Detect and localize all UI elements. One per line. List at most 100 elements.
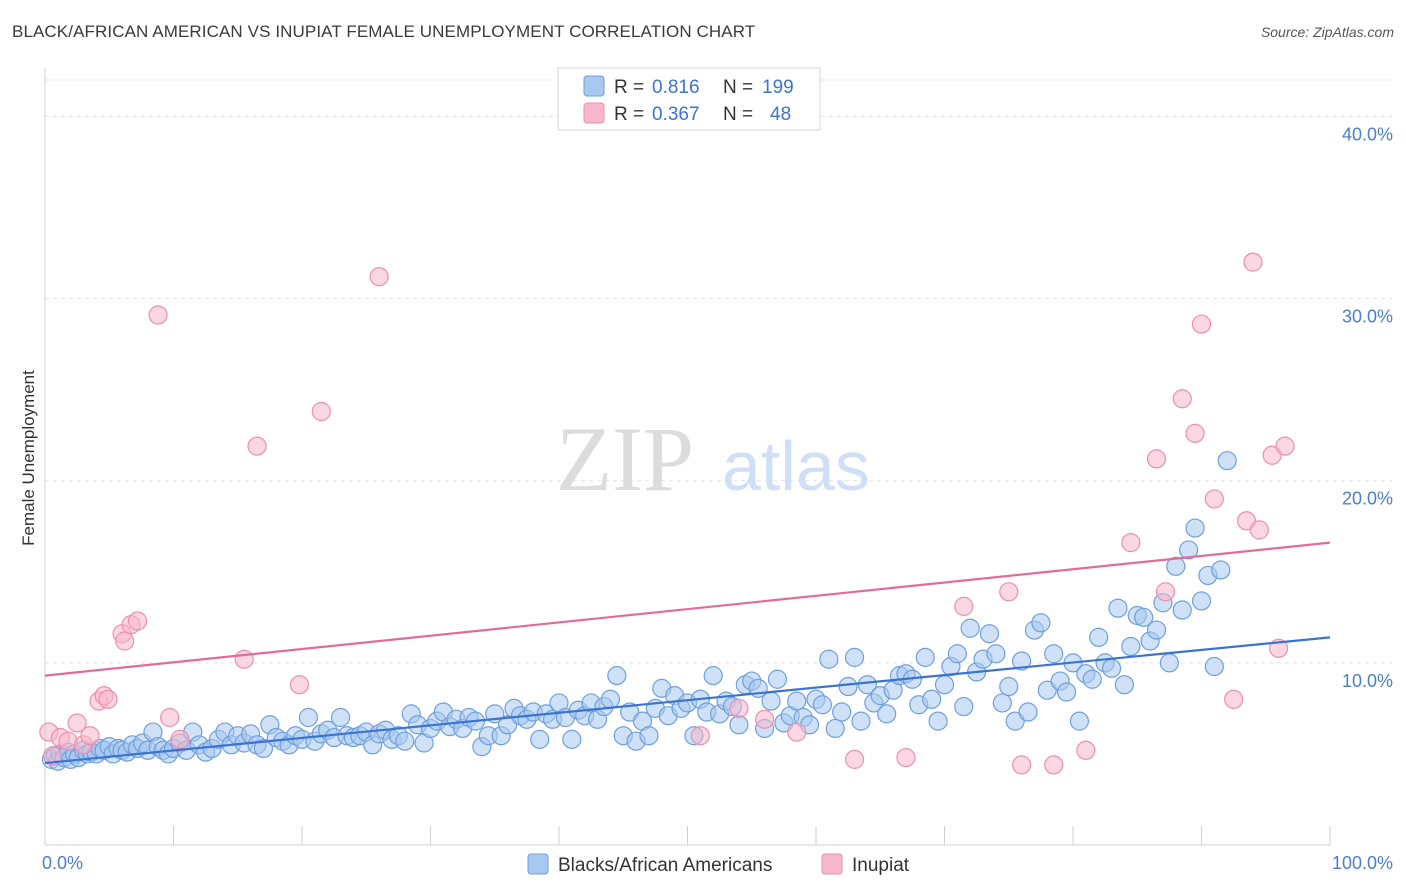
data-point-blue [1204,656,1224,677]
watermark-zip: ZIP [556,408,694,510]
data-point-blue [915,647,935,667]
bottom-legend-swatch-pink [821,853,843,875]
legend-swatch-blue [583,75,605,97]
bottom-legend-label-pink: Inupiat [852,855,910,876]
data-point-blue [1146,620,1167,640]
data-point-pink [80,726,100,746]
data-point-blue [703,666,723,686]
grid-lines [45,79,1392,664]
data-point-blue [729,715,749,735]
data-point-blue [1185,518,1205,538]
data-point-blue [954,696,974,717]
legend-box: R = 0.816 N = 199 R = 0.367 N = 48 [557,67,821,131]
chart-title: BLACK/AFRICAN AMERICAN VS INUPIAT FEMALE… [12,22,756,41]
data-point-blue [1031,613,1051,633]
data-point-pink [115,631,135,651]
data-point-blue [979,624,1000,644]
y-tick-label: 40.0% [1342,124,1393,144]
data-point-pink [690,726,710,746]
data-point-pink [1275,436,1295,456]
data-point-blue [761,691,781,711]
data-point-blue [298,707,319,728]
data-point-blue [639,726,659,746]
trend-line-pink [44,541,1331,677]
data-point-blue [986,644,1006,664]
data-point-blue [1089,627,1109,647]
data-point-pink [127,611,148,631]
data-point-blue [1114,675,1135,695]
data-point-pink [1191,314,1212,334]
data-point-blue [1172,600,1192,620]
legend-r-label-1: R = [614,77,644,98]
data-point-blue [825,718,845,739]
data-point-pink [954,596,974,616]
tick-labels: 10.0% 20.0% 30.0% 40.0% 0.0% 100.0% [42,124,1393,873]
data-point-pink [1243,252,1263,272]
data-point-pink [1121,533,1141,553]
data-point-blue [1011,651,1032,671]
legend-swatch-pink [583,102,605,124]
data-point-pink [1155,582,1176,602]
data-point-pink [148,305,168,325]
data-point-blue [1134,607,1154,627]
data-point-blue [877,704,897,724]
source-credit: Source: ZipAtlas.com [1260,24,1394,40]
data-point-pink [1185,423,1205,443]
data-point-pink [98,689,118,709]
data-point-blue [395,731,415,751]
watermark: ZIP atlas [556,408,870,510]
data-point-pink [729,698,749,718]
x-tick-label-start: 0.0% [42,853,83,873]
y-axis-label: Female Unemployment [19,370,38,546]
data-point-blue [767,669,788,689]
bottom-legend: Blacks/African Americans Inupiat [527,853,910,876]
data-point-pink [999,582,1019,602]
data-point-pink [844,749,865,769]
x-tick-label-end: 100.0% [1332,853,1393,873]
data-point-blue [1217,451,1237,471]
data-point-blue [1056,682,1077,702]
data-point-blue [1191,591,1212,611]
data-point-blue [1082,669,1102,689]
data-point-blue [600,689,621,709]
data-point-blue [1179,540,1199,560]
data-point-pink [1044,755,1064,775]
legend-n-label-1: N = [723,77,753,98]
data-point-pink [234,649,254,669]
data-point-blue [1121,636,1141,657]
axes [44,68,1331,846]
data-point-pink [754,709,775,729]
data-point-blue [1018,702,1038,722]
data-point-blue [530,729,550,749]
data-point-blue [1166,556,1186,576]
data-point-pink [369,267,389,287]
data-point-blue [960,618,980,638]
data-point-blue [832,702,852,722]
legend-n-label-2: N = [723,104,753,125]
legend-n-value-1: 199 [762,77,794,98]
data-point-blue [330,707,351,728]
data-point-blue [1069,711,1090,731]
data-point-pink [1204,489,1224,509]
data-point-pink [1146,449,1167,469]
data-point-blue [562,729,582,749]
data-point-pink [1172,389,1192,409]
y-tick-label: 10.0% [1342,671,1393,691]
legend-r-label-2: R = [614,104,644,125]
data-point-blue [922,689,942,709]
data-point-blue [1101,658,1122,678]
data-point-pink [1224,689,1244,709]
bottom-legend-label-blue: Blacks/African Americans [558,855,772,876]
series-inupiat [39,252,1295,775]
data-point-pink [311,401,331,422]
data-point-blue [1159,653,1179,673]
data-point-blue [844,647,865,667]
data-point-pink [1076,740,1096,760]
data-point-pink [160,707,180,728]
data-point-blue [838,676,858,697]
legend-r-value-2: 0.367 [652,104,700,125]
data-point-pink [247,436,267,456]
watermark-atlas: atlas [722,427,870,505]
trend-lines [44,541,1331,765]
